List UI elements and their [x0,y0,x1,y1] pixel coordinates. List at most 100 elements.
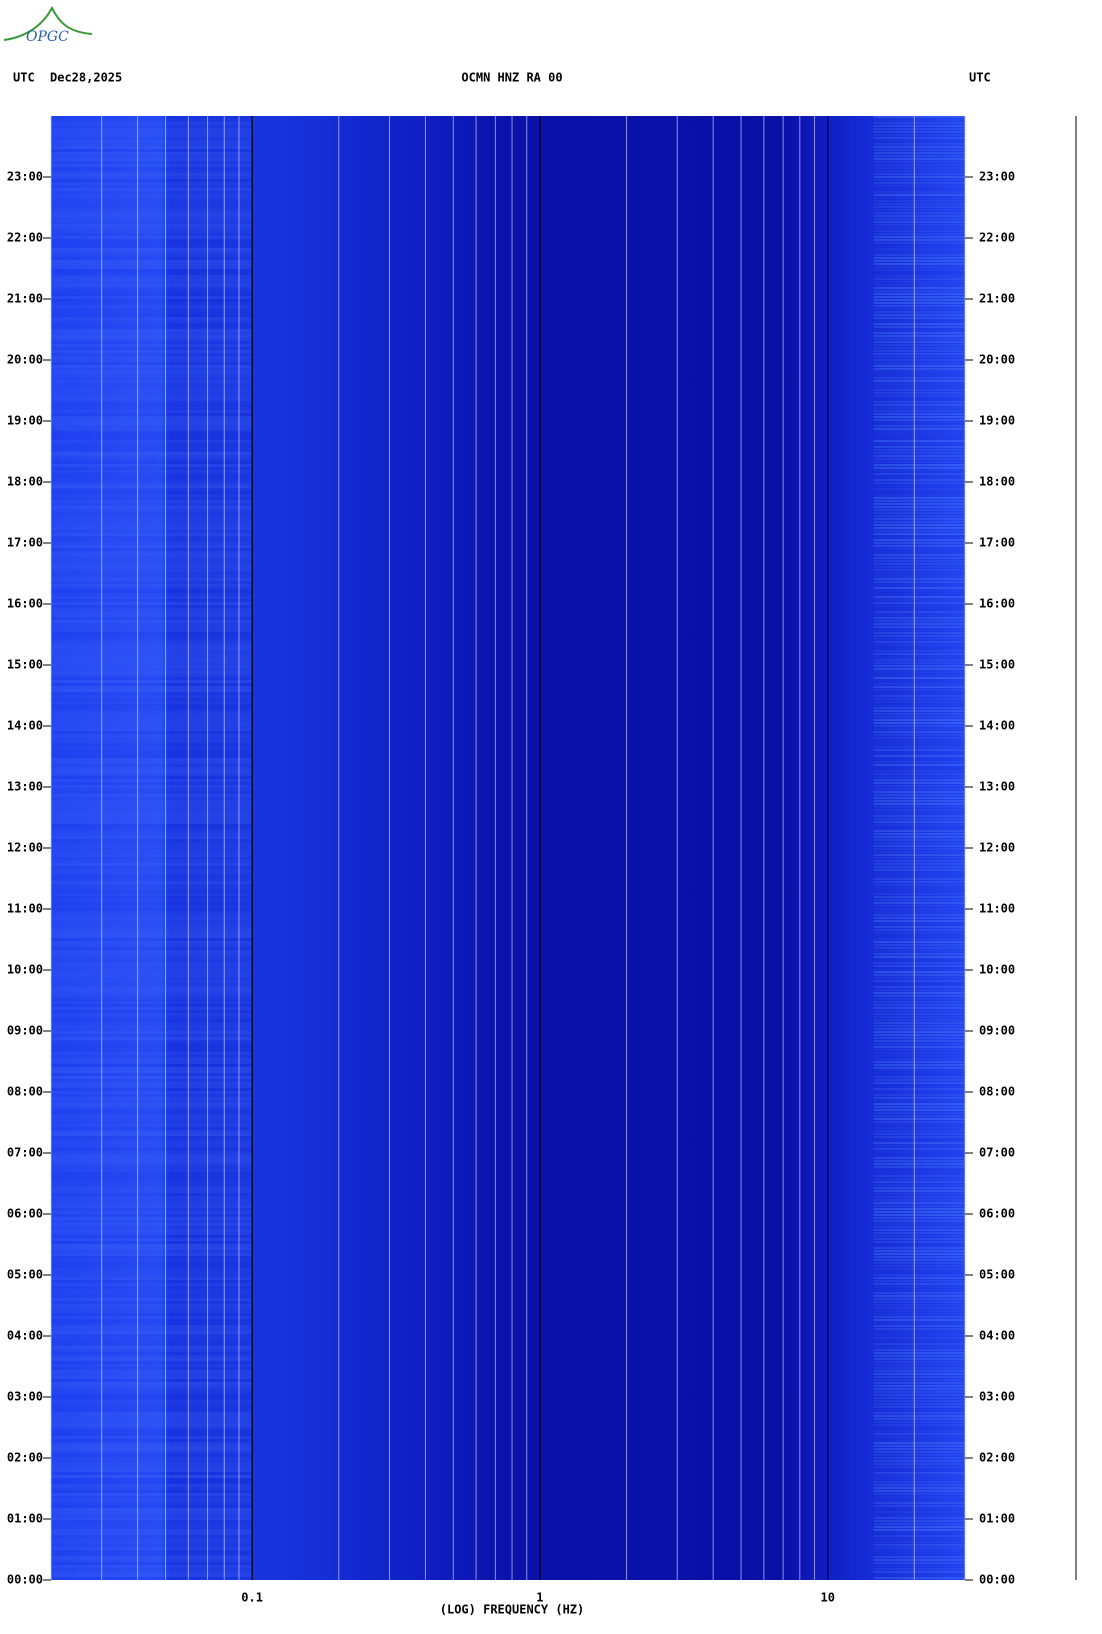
texture-streak [873,149,965,151]
texture-streak [51,920,253,923]
texture-streak [51,1430,252,1433]
texture-streak [51,215,253,218]
texture-streak [873,1448,965,1450]
texture-streak [51,1226,253,1229]
y-tick-label-right: 02:00 [979,1451,1015,1465]
texture-streak [873,1337,965,1339]
texture-streak [873,461,965,463]
texture-streak [873,533,965,535]
texture-streak [873,473,965,475]
texture-streak [51,368,253,371]
texture-streak [873,1262,965,1264]
texture-streak [873,707,965,709]
texture-streak [873,755,965,757]
texture-streak [873,1517,965,1519]
texture-streak [873,1100,965,1102]
texture-streak [51,245,252,248]
texture-streak [51,797,253,800]
texture-streak [873,1325,965,1327]
texture-streak [873,1166,965,1168]
texture-streak [51,1028,253,1031]
texture-streak [873,1016,965,1018]
timezone-left: UTC [13,71,35,85]
texture-streak [873,1106,965,1108]
texture-streak [51,1505,252,1508]
texture-streak [873,374,965,376]
texture-streak [873,173,965,175]
texture-streak [873,386,965,388]
texture-streak [873,1022,965,1024]
y-tick-label-right: 12:00 [979,841,1015,855]
texture-streak [873,641,965,643]
y-tick-label-left: 04:00 [7,1329,43,1343]
texture-streak [51,1577,252,1580]
texture-streak [51,341,253,344]
texture-streak [51,1196,253,1199]
texture-streak [51,1310,253,1313]
texture-streak [51,155,253,158]
y-tick-label-right: 19:00 [979,414,1015,428]
texture-streak [873,554,965,556]
y-tick-label-left: 23:00 [7,170,43,184]
texture-streak [51,854,253,857]
texture-streak [51,1415,253,1418]
texture-streak [51,347,253,350]
texture-streak [51,1514,253,1517]
texture-streak [873,1460,965,1462]
texture-streak [51,746,253,749]
texture-streak [51,629,253,632]
texture-streak [873,866,965,868]
texture-streak [51,1208,253,1211]
texture-streak [874,875,965,877]
texture-streak [873,164,965,166]
texture-streak [51,704,252,707]
texture-streak [51,695,253,698]
texture-streak [873,257,965,259]
texture-streak [873,1232,965,1234]
texture-streak [873,1550,965,1552]
texture-streak [873,863,965,865]
x-tick-label: 0.1 [241,1591,263,1605]
texture-streak [51,1295,253,1298]
texture-streak [51,1331,253,1334]
texture-streak [51,152,253,155]
texture-streak [873,980,965,982]
texture-streak [873,893,965,895]
texture-streak [51,950,253,953]
texture-streak [51,410,253,413]
texture-streak [51,1448,253,1451]
texture-streak [51,890,252,893]
texture-streak [873,332,965,334]
texture-streak [51,563,253,566]
texture-streak [51,1241,252,1244]
texture-streak [873,287,965,289]
texture-streak [51,1517,253,1520]
texture-streak [874,629,965,631]
texture-streak [873,1148,965,1150]
y-tick-label-right: 13:00 [979,780,1015,794]
texture-streak [874,890,965,892]
texture-streak [873,1157,965,1159]
texture-streak [51,857,253,860]
texture-streak [51,434,252,437]
texture-streak [51,1151,253,1154]
texture-streak [873,548,965,550]
texture-streak [873,137,965,139]
logo: OPGC [3,5,93,45]
texture-streak [873,1082,965,1084]
texture-streak [51,353,253,356]
texture-streak [51,602,253,605]
texture-streak [51,698,252,701]
texture-streak [873,401,965,403]
texture-streak [51,929,253,932]
texture-streak [873,224,965,226]
texture-streak [874,758,965,760]
texture-streak [51,620,253,623]
texture-streak [51,1460,253,1463]
y-tick-label-left: 13:00 [7,780,43,794]
texture-streak [51,1394,252,1397]
texture-streak [873,116,965,118]
texture-streak [51,866,253,869]
texture-streak [873,233,965,235]
texture-streak [873,563,965,565]
